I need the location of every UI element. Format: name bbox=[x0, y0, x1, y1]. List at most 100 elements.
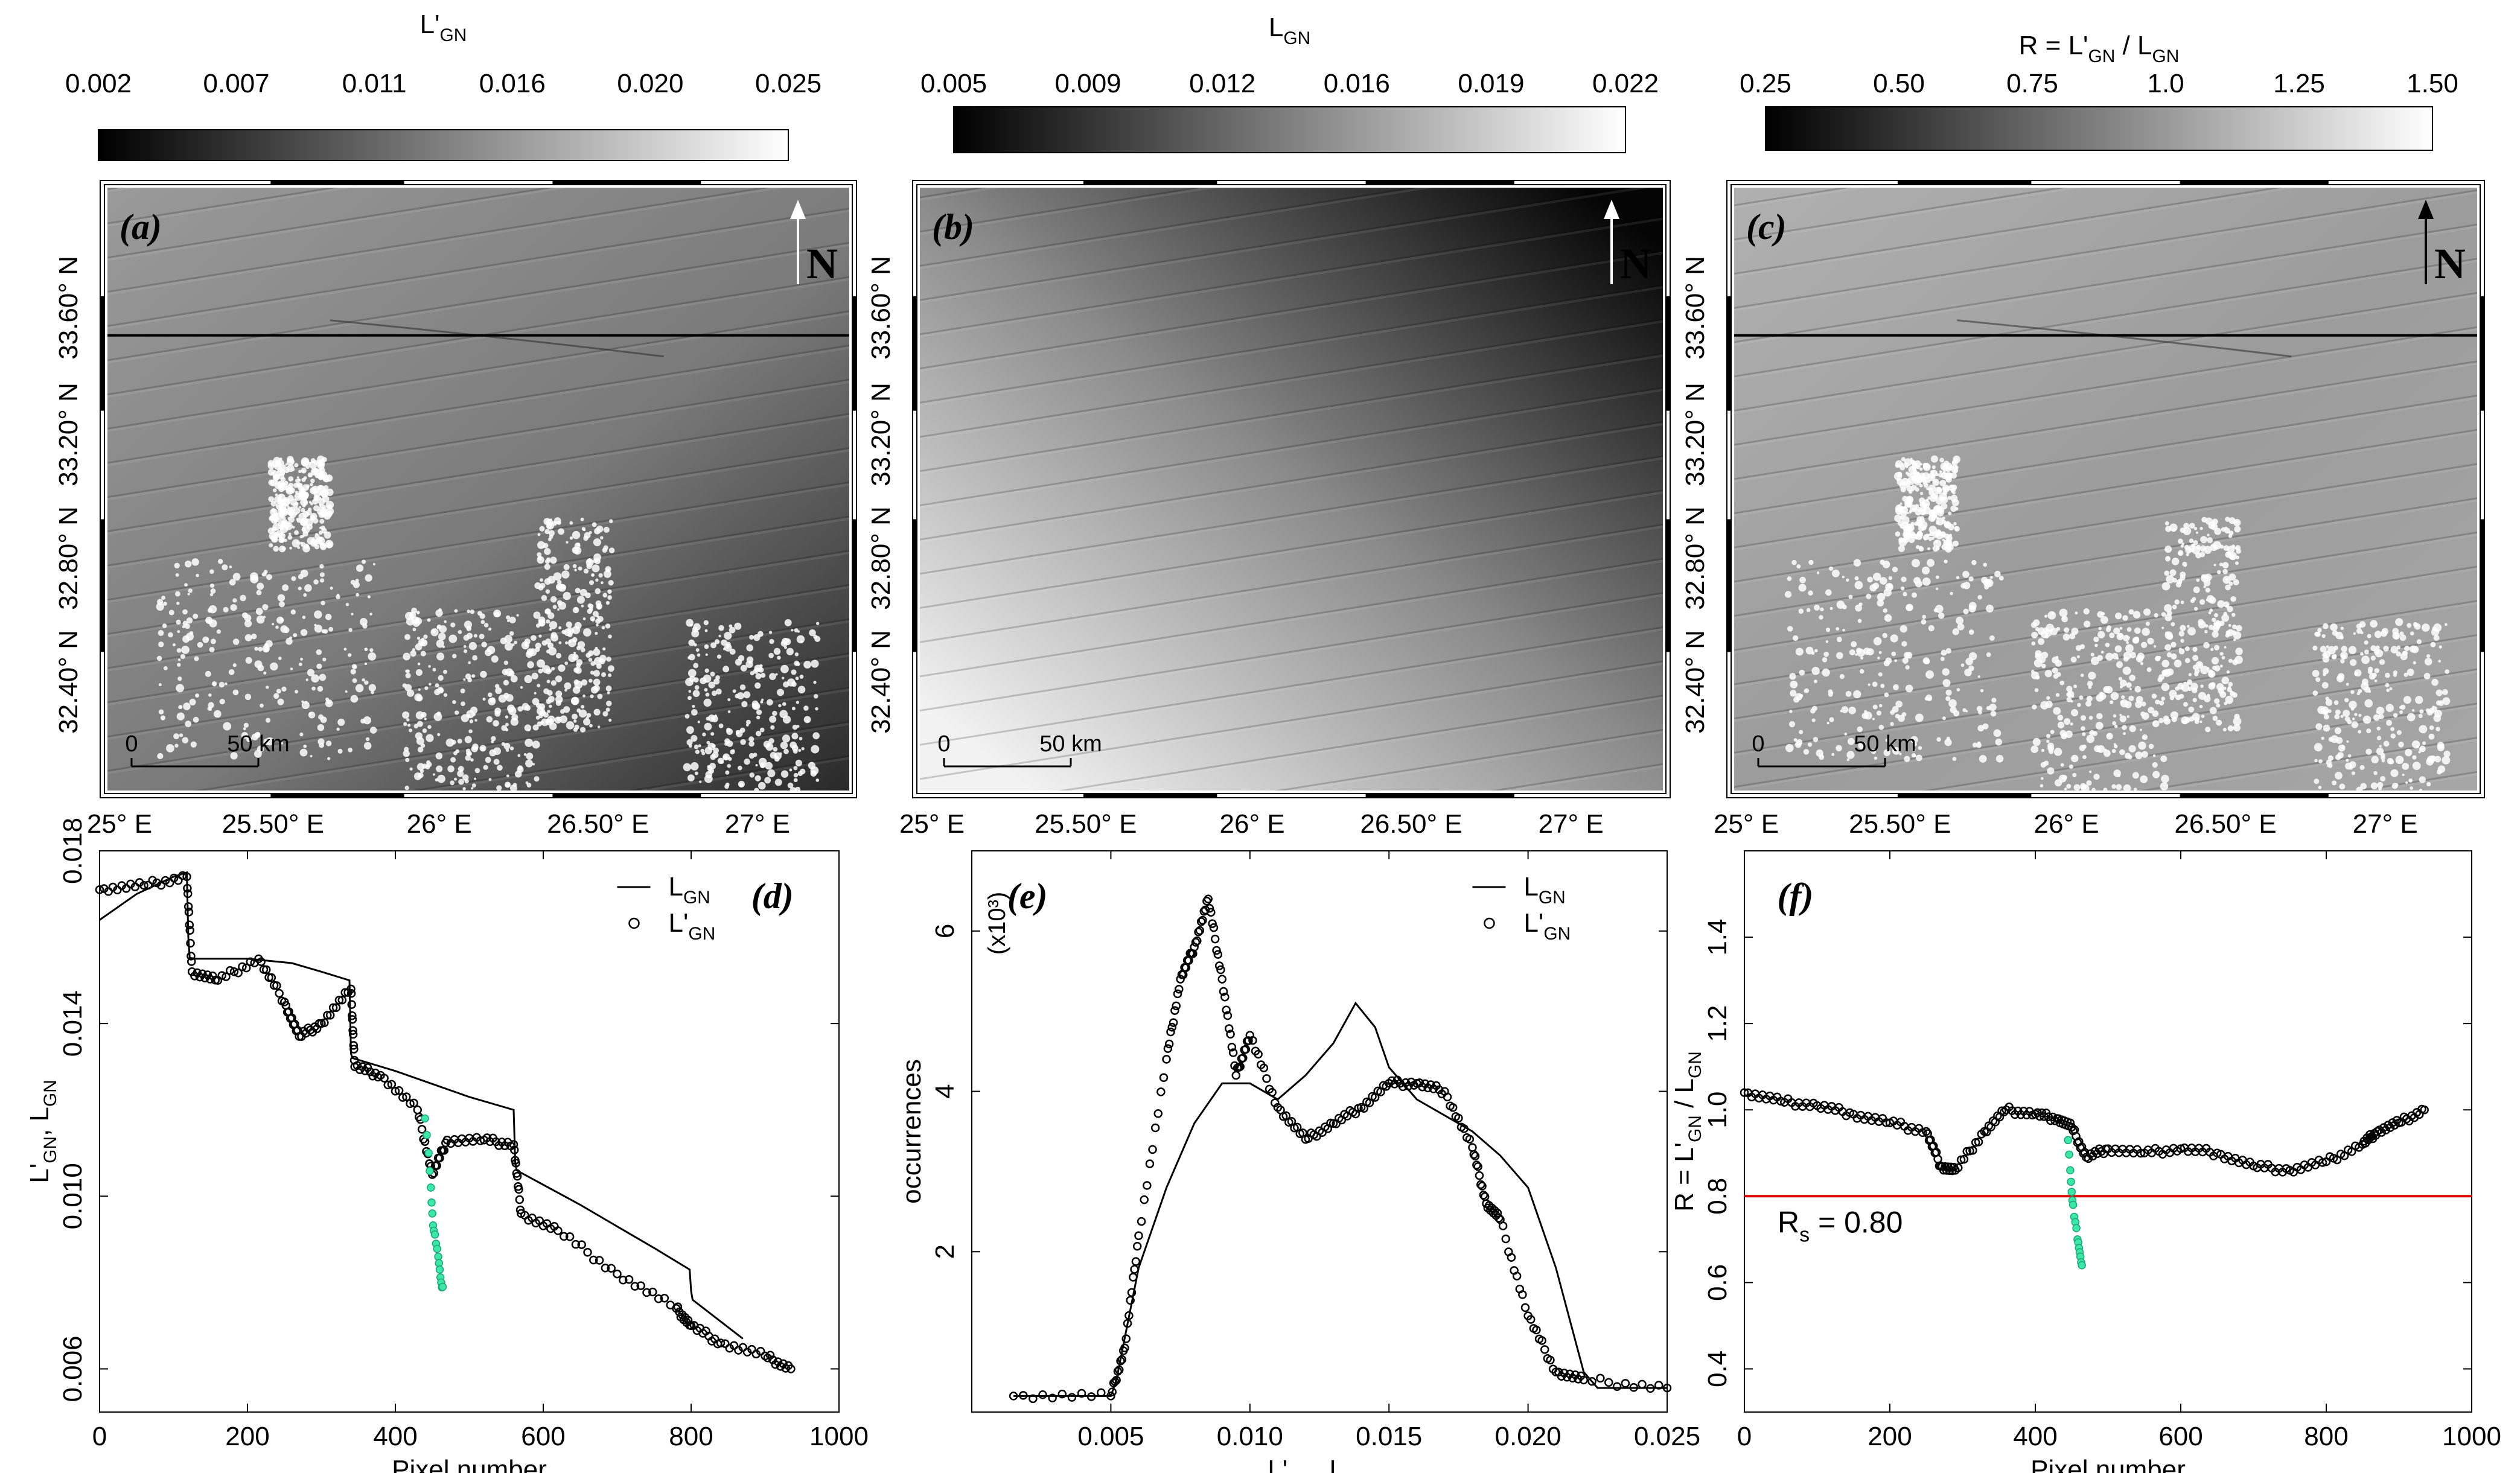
series-marker bbox=[1175, 984, 1184, 994]
y-tick-label: 1.2 bbox=[1703, 1005, 1732, 1042]
series-marker bbox=[113, 885, 122, 895]
series-marker bbox=[1166, 1027, 1175, 1037]
north-arrow-icon bbox=[1604, 200, 1619, 219]
series-marker bbox=[1156, 1087, 1166, 1096]
series-marker bbox=[2385, 1123, 2395, 1132]
series-marker bbox=[421, 1114, 429, 1123]
frame-tick-bar bbox=[270, 794, 404, 798]
north-arrow-icon bbox=[790, 200, 806, 219]
series-marker bbox=[1546, 1355, 1555, 1365]
colorbar-2: LGN 0.005 0.009 0.012 0.016 0.019 0.022 bbox=[920, 13, 1659, 153]
series-marker bbox=[1740, 1088, 1749, 1097]
y-axis-label: R = L'GN / LGN bbox=[1670, 1051, 1705, 1212]
series-marker bbox=[1476, 1180, 1485, 1189]
series-marker bbox=[1540, 1345, 1549, 1354]
series-marker bbox=[2318, 1158, 2327, 1167]
series-marker bbox=[426, 1166, 434, 1176]
series-marker bbox=[1116, 1357, 1125, 1366]
series-marker bbox=[1148, 1145, 1157, 1154]
series-marker bbox=[1239, 1053, 1248, 1063]
series-marker bbox=[1974, 1137, 1983, 1147]
series-marker bbox=[1209, 923, 1219, 932]
series-marker bbox=[406, 1099, 415, 1109]
series-marker bbox=[2078, 1261, 2086, 1270]
x-tick-label: 1000 bbox=[809, 1422, 869, 1451]
frame-tick-bar bbox=[1083, 180, 1217, 185]
series-marker bbox=[169, 873, 179, 883]
series-marker bbox=[337, 995, 347, 1005]
series-marker bbox=[1108, 1387, 1117, 1396]
series-marker bbox=[1106, 1392, 1115, 1401]
series-marker bbox=[104, 887, 113, 896]
series-marker bbox=[144, 880, 153, 890]
series-marker bbox=[601, 1263, 610, 1273]
series-marker bbox=[595, 1256, 604, 1265]
frame-tick-bar bbox=[270, 180, 404, 185]
series-marker bbox=[729, 1341, 739, 1350]
series-marker bbox=[1163, 1044, 1173, 1053]
series-marker bbox=[725, 1344, 734, 1353]
colorbar-tick-label: 0.25 bbox=[1740, 69, 1791, 98]
series-marker bbox=[1999, 1107, 2009, 1117]
series-marker bbox=[1162, 1055, 1171, 1064]
series-marker bbox=[1498, 1221, 1508, 1230]
series-marker bbox=[1220, 992, 1230, 1002]
series-marker bbox=[1159, 1073, 1169, 1083]
series-marker bbox=[328, 1003, 338, 1013]
series-marker bbox=[751, 1349, 761, 1359]
series-marker bbox=[630, 1282, 640, 1291]
y-tick-label: 0.014 bbox=[58, 990, 88, 1057]
frame-tick-bar bbox=[1666, 519, 1670, 652]
series-marker bbox=[183, 889, 193, 899]
series-marker bbox=[229, 967, 239, 976]
latitude-label: 33.60° N bbox=[1680, 256, 1710, 360]
series-marker bbox=[1494, 1214, 1504, 1223]
series-marker bbox=[648, 1287, 657, 1297]
plot-frame bbox=[1744, 850, 2472, 1413]
y-tick-label: 6 bbox=[930, 924, 960, 938]
series-marker bbox=[779, 1359, 788, 1369]
scale-zero-label: 0 bbox=[937, 731, 950, 757]
scale-distance-label: 50 km bbox=[1039, 731, 1102, 757]
series-marker bbox=[1512, 1271, 1522, 1281]
frame-tick-bar bbox=[1897, 794, 2032, 798]
series-marker bbox=[1222, 1005, 1231, 1014]
x-tick-label: 400 bbox=[373, 1422, 417, 1451]
panel-label: (b) bbox=[932, 207, 974, 247]
series-marker bbox=[1086, 1392, 1096, 1401]
series-marker bbox=[383, 1080, 392, 1090]
series-marker bbox=[515, 1205, 525, 1215]
map-frame-outer bbox=[100, 180, 857, 798]
series-marker bbox=[2067, 1177, 2075, 1186]
series-marker bbox=[1057, 1389, 1067, 1399]
series-marker bbox=[267, 973, 276, 982]
series-marker bbox=[1638, 1379, 1647, 1389]
series-r-0 bbox=[1740, 1088, 2429, 1177]
frame-tick-bar bbox=[913, 519, 917, 652]
series-marker bbox=[427, 1183, 435, 1192]
series-marker bbox=[139, 880, 148, 890]
series-marker bbox=[380, 1074, 389, 1083]
plot-frame bbox=[99, 850, 840, 1413]
colorbar-gradient bbox=[953, 106, 1626, 153]
series-marker bbox=[1172, 1001, 1181, 1011]
series-marker bbox=[1067, 1393, 1077, 1402]
series-marker bbox=[553, 1226, 563, 1235]
series-marker bbox=[1134, 1231, 1143, 1240]
series-marker bbox=[1226, 1029, 1235, 1039]
series-marker bbox=[509, 1140, 518, 1149]
series-marker bbox=[515, 1195, 525, 1204]
y-tick-label: 2 bbox=[930, 1244, 960, 1259]
latitude-label: 33.20° N bbox=[1680, 383, 1710, 486]
series-marker bbox=[1120, 1343, 1129, 1352]
legend-entry-label: LGN bbox=[669, 872, 710, 908]
map-frame-inner bbox=[104, 184, 853, 794]
series-marker bbox=[347, 1000, 356, 1009]
latitude-label: 33.60° N bbox=[866, 256, 896, 360]
frame-tick-bar bbox=[1666, 296, 1670, 411]
panel-label: (c) bbox=[1746, 207, 1787, 247]
scale-zero-label: 0 bbox=[1752, 731, 1764, 757]
colorbar-3: R = L'GN / LGN 0.25 0.50 0.75 1.0 1.25 1.50 bbox=[1740, 31, 2458, 151]
series-marker bbox=[148, 876, 157, 885]
map-image-content bbox=[920, 188, 1663, 791]
